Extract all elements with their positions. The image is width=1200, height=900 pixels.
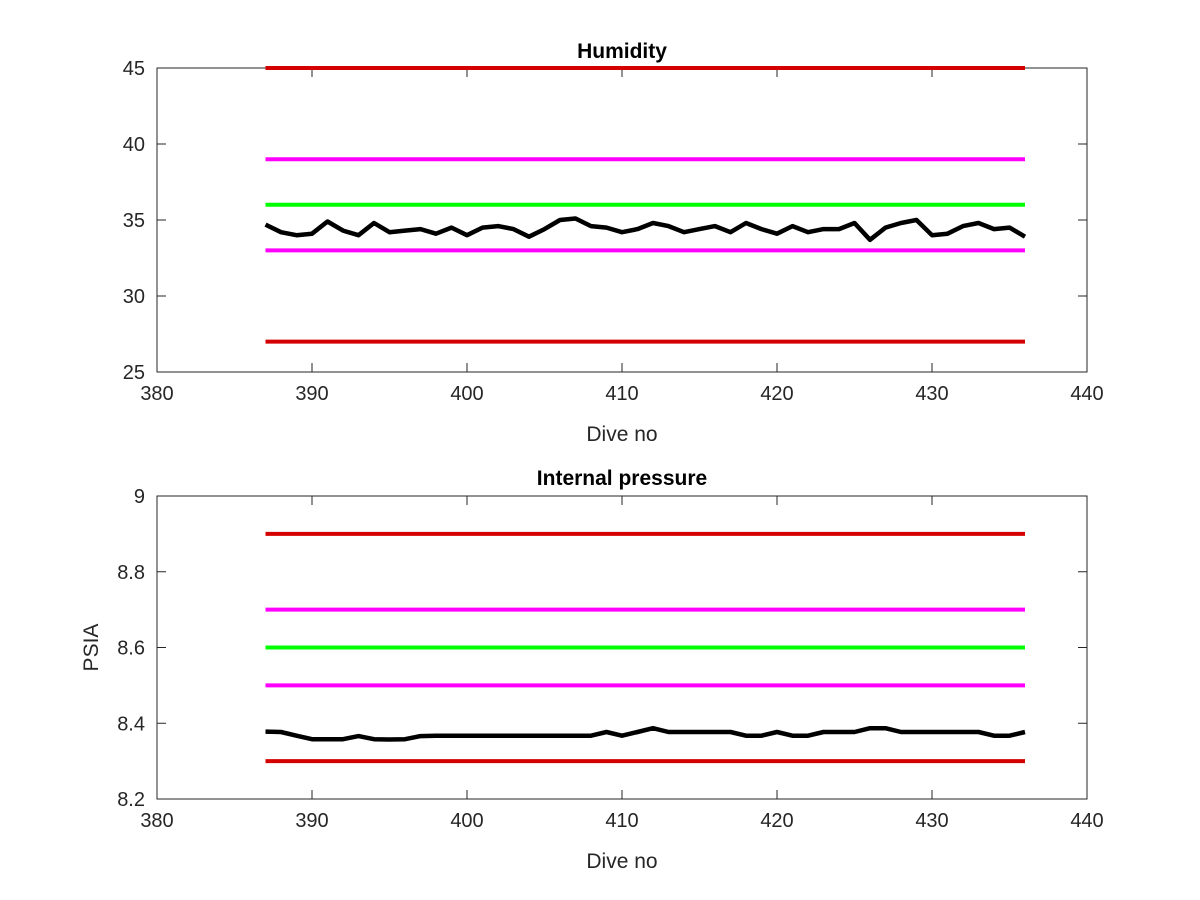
- series-line: [265, 725, 1026, 742]
- x-tick-label: 390: [295, 810, 328, 832]
- x-tick-label: 430: [915, 383, 948, 405]
- x-tick-label: 410: [605, 810, 638, 832]
- x-tick-label: 390: [295, 383, 328, 405]
- series-line: [264, 216, 1027, 243]
- y-tick-label: 35: [123, 210, 145, 232]
- x-tick-label: 400: [450, 810, 483, 832]
- x-tick-label: 430: [915, 810, 948, 832]
- x-tick-label: 420: [760, 383, 793, 405]
- y-axis-label: PSIA: [80, 624, 103, 672]
- x-tick-label: 380: [140, 810, 173, 832]
- y-tick-label: 8.4: [117, 713, 145, 735]
- y-tick-label: 8.2: [117, 789, 145, 811]
- x-axis-label: Dive no: [586, 423, 657, 446]
- x-tick-label: 410: [605, 383, 638, 405]
- y-tick-label: 8.8: [117, 562, 145, 584]
- x-tick-label: 400: [450, 383, 483, 405]
- y-tick-label: 30: [123, 286, 145, 308]
- y-tick-label: 9: [134, 486, 145, 508]
- chart-title: Humidity: [577, 40, 667, 63]
- y-tick-label: 45: [123, 58, 145, 80]
- chart-title: Internal pressure: [537, 467, 707, 490]
- x-tick-label: 380: [140, 383, 173, 405]
- y-tick-label: 25: [123, 362, 145, 384]
- chart-2: 380 390 400 410 420 430 440 8.2 8.4 8.6 8.8 9 Intern…: [80, 467, 1104, 873]
- chart-1: 380 390 400 410 420 430 440 25 30 35 40 45 Humidity D…: [123, 40, 1104, 446]
- plot-area: [156, 67, 1088, 373]
- x-tick-label: 420: [760, 810, 793, 832]
- x-tick-label: 440: [1070, 383, 1103, 405]
- y-tick-label: 8.6: [117, 638, 145, 660]
- x-axis-label: Dive no: [586, 850, 657, 873]
- x-tick-label: 440: [1070, 810, 1103, 832]
- y-tick-label: 40: [123, 134, 145, 156]
